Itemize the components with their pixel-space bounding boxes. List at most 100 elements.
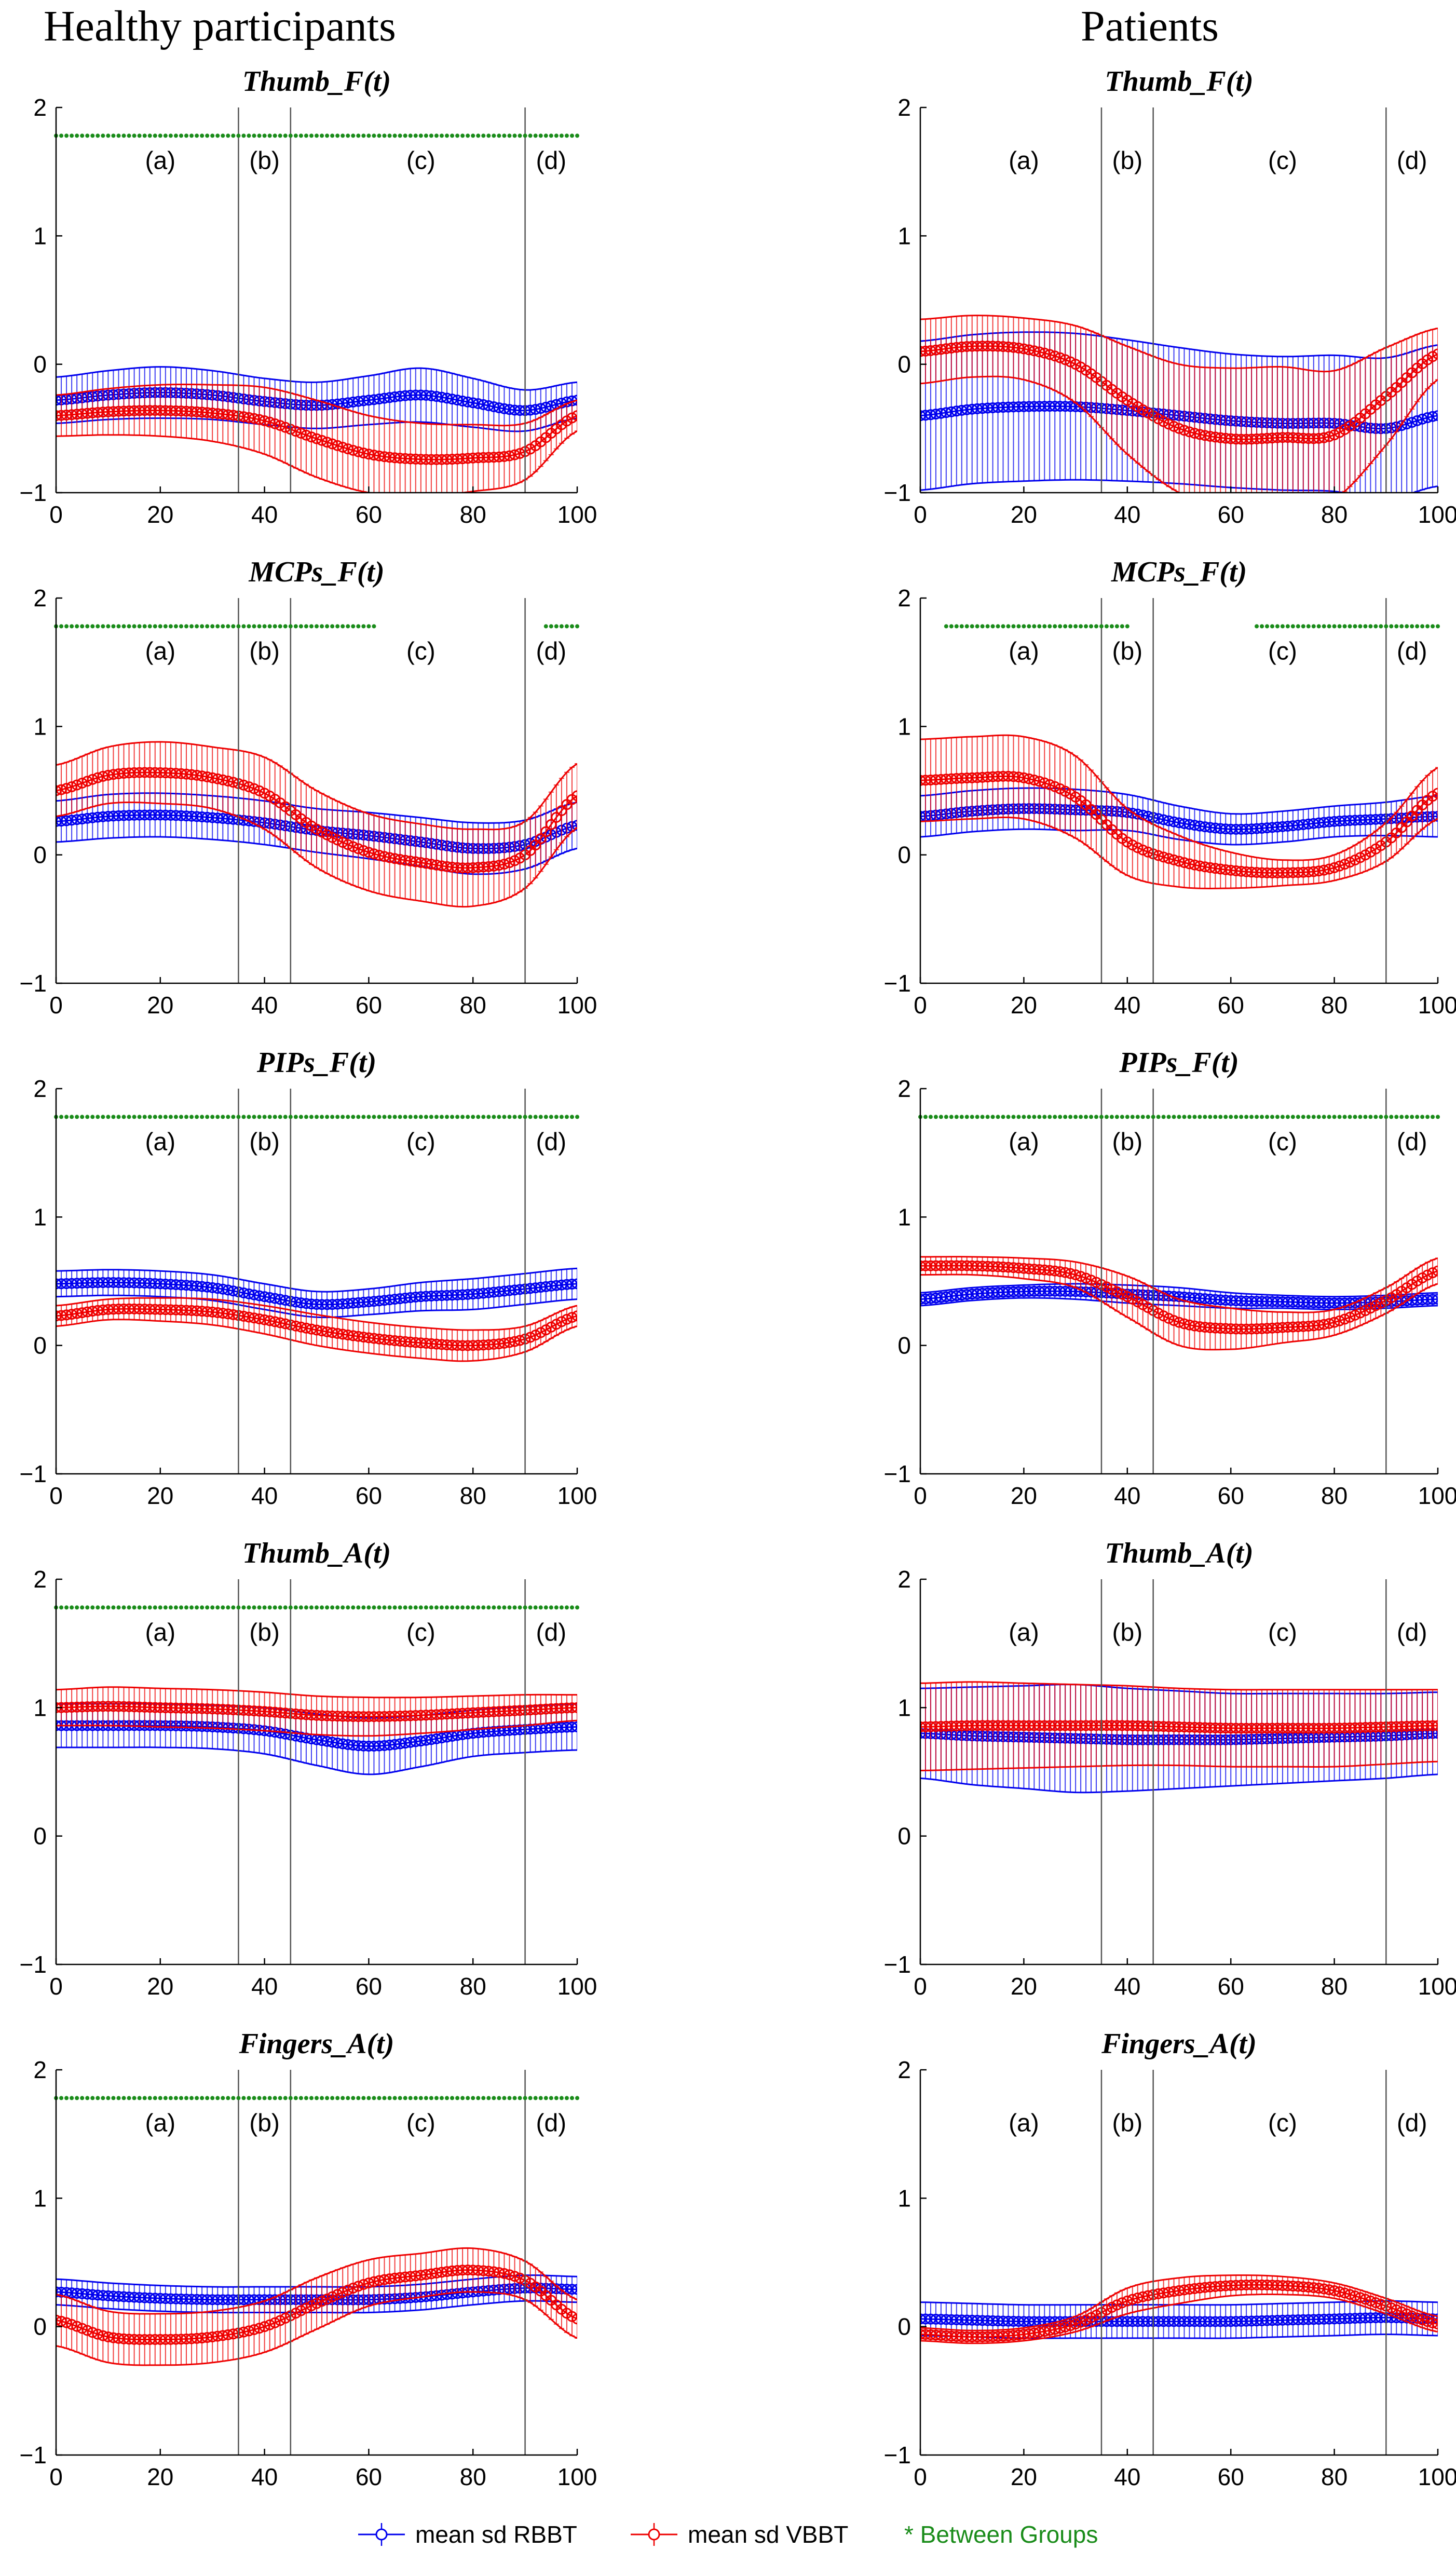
significance-marker — [247, 133, 251, 138]
significance-marker — [158, 133, 162, 138]
significance-marker — [955, 624, 959, 628]
x-tick-label: 80 — [460, 1482, 486, 1509]
significance-marker — [1110, 624, 1114, 628]
significance-marker — [153, 1115, 157, 1119]
significance-marker — [528, 133, 533, 138]
significance-marker — [565, 1115, 569, 1119]
y-tick-label: −1 — [20, 1460, 47, 1487]
significance-marker — [341, 1115, 345, 1119]
plot-area — [51, 1268, 582, 1361]
phase-label: (d) — [536, 147, 566, 175]
significance-marker — [1265, 624, 1269, 628]
significance-marker — [257, 133, 262, 138]
y-tick-label: 0 — [33, 842, 47, 869]
significance-marker — [189, 1115, 194, 1119]
x-tick-label: 40 — [251, 1482, 278, 1509]
significance-marker — [351, 624, 355, 628]
significance-marker — [986, 624, 990, 628]
significance-marker — [70, 133, 74, 138]
significance-marker — [304, 1115, 308, 1119]
significance-marker — [179, 133, 183, 138]
significance-marker — [153, 624, 157, 628]
significance-marker — [460, 133, 465, 138]
significance-marker — [434, 1115, 439, 1119]
x-tick-label: 40 — [251, 501, 278, 528]
significance-marker — [1255, 624, 1259, 628]
significance-marker — [414, 133, 418, 138]
significance-marker — [85, 1115, 89, 1119]
significance-marker — [278, 624, 282, 628]
significance-marker — [132, 1115, 137, 1119]
significance-marker — [252, 624, 256, 628]
significance-marker — [1368, 624, 1372, 628]
significance-marker — [419, 1115, 423, 1119]
significance-marker — [241, 624, 246, 628]
significance-marker — [169, 133, 173, 138]
significance-marker — [153, 133, 157, 138]
significance-markers — [54, 624, 376, 628]
series-vbbt — [916, 316, 1443, 511]
x-tick-label: 20 — [1011, 501, 1037, 528]
significance-marker — [1037, 624, 1041, 628]
significance-marker — [283, 1115, 288, 1119]
significance-marker — [361, 133, 365, 138]
significance-marker — [210, 133, 214, 138]
significance-marker — [278, 1115, 282, 1119]
y-tick-label: 2 — [33, 585, 47, 612]
significance-marker — [1322, 624, 1326, 628]
significance-marker — [184, 133, 188, 138]
significance-marker — [1420, 624, 1424, 628]
x-tick-label: 0 — [49, 501, 63, 528]
significance-marker — [1410, 624, 1414, 628]
significance-marker — [1394, 624, 1398, 628]
significance-marker — [560, 1115, 564, 1119]
significance-marker — [273, 1115, 277, 1119]
x-tick-label: 0 — [49, 992, 63, 1019]
significance-marker — [372, 624, 376, 628]
significance-marker — [127, 624, 131, 628]
significance-marker — [158, 624, 162, 628]
significance-marker — [111, 133, 115, 138]
significance-marker — [497, 1115, 501, 1119]
significance-marker — [565, 133, 569, 138]
y-tick-label: 2 — [897, 94, 911, 121]
significance-marker — [205, 624, 209, 628]
significance-marker — [263, 1115, 267, 1119]
significance-marker — [965, 624, 969, 628]
significance-marker — [263, 133, 267, 138]
significance-marker — [184, 624, 188, 628]
significance-marker — [226, 1115, 230, 1119]
significance-marker — [346, 133, 350, 138]
significance-marker — [388, 1115, 392, 1119]
x-tick-label: 80 — [460, 992, 486, 1019]
phase-label: (c) — [406, 638, 436, 666]
significance-marker — [325, 133, 329, 138]
significance-marker — [325, 1115, 329, 1119]
x-tick-label: 100 — [1418, 501, 1456, 528]
phase-label: (d) — [536, 1129, 566, 1156]
x-tick-label: 100 — [1418, 992, 1456, 1019]
x-tick-label: 100 — [557, 501, 597, 528]
significance-marker — [195, 624, 199, 628]
significance-marker — [476, 1115, 480, 1119]
significance-marker — [346, 1115, 350, 1119]
significance-marker — [1125, 624, 1130, 628]
significance-marker — [372, 1115, 376, 1119]
significance-marker — [1063, 624, 1067, 628]
significance-marker — [315, 133, 319, 138]
significance-marker — [1001, 624, 1005, 628]
significance-marker — [309, 624, 314, 628]
x-tick-label: 0 — [49, 1482, 63, 1509]
x-tick-label: 60 — [1218, 992, 1244, 1019]
significance-marker — [450, 1115, 454, 1119]
significance-marker — [1032, 624, 1036, 628]
significance-marker — [1011, 624, 1015, 628]
significance-marker — [189, 624, 194, 628]
significance-marker — [169, 624, 173, 628]
significance-marker — [492, 1115, 496, 1119]
panel-title: PIPs_F(t) — [1119, 1047, 1239, 1079]
x-tick-label: 20 — [147, 1482, 173, 1509]
x-tick-label: 60 — [356, 1482, 382, 1509]
x-tick-label: 20 — [1011, 992, 1037, 1019]
